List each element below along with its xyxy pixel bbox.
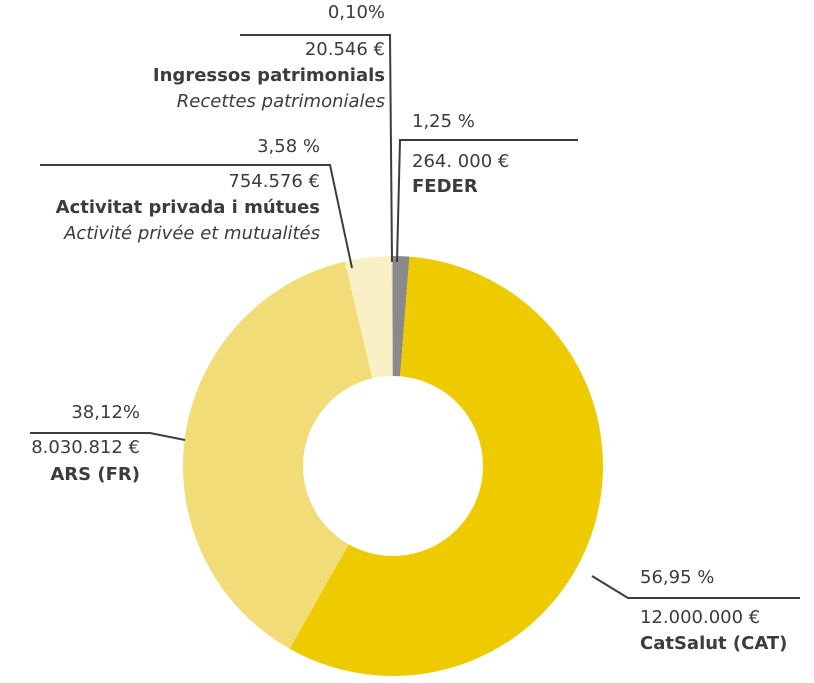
amount-label: 20.546 € <box>305 39 385 60</box>
category-sublabel: Recettes patrimoniales <box>177 91 385 112</box>
amount-label: 8.030.812 € <box>31 437 140 458</box>
value-label: 0,10% <box>328 2 385 23</box>
amount-label: 264. 000 € <box>412 151 509 172</box>
category-label: Activitat privada i mútues <box>56 197 320 218</box>
leader-line <box>396 139 578 263</box>
amount-label: 12.000.000 € <box>640 607 760 628</box>
category-label: FEDER <box>412 176 478 197</box>
donut-slice <box>289 256 604 676</box>
category-label: ARS (FR) <box>50 464 140 485</box>
value-label: 1,25 % <box>412 111 475 132</box>
leader-line <box>30 432 186 441</box>
category-label: Ingressos patrimonials <box>153 65 385 86</box>
donut-slice <box>182 261 373 649</box>
value-label: 38,12% <box>71 402 140 423</box>
value-label: 3,58 % <box>257 136 320 157</box>
leader-line <box>591 575 800 599</box>
donut-slice <box>344 256 393 379</box>
value-label: 56,95 % <box>640 567 714 588</box>
donut-slice <box>393 256 410 377</box>
category-sublabel: Activité privée et mutualités <box>63 223 320 244</box>
category-label: CatSalut (CAT) <box>640 633 787 654</box>
amount-label: 754.576 € <box>228 171 320 192</box>
leader-line <box>240 34 393 263</box>
donut-slice <box>391 256 393 377</box>
leader-line <box>40 164 353 269</box>
